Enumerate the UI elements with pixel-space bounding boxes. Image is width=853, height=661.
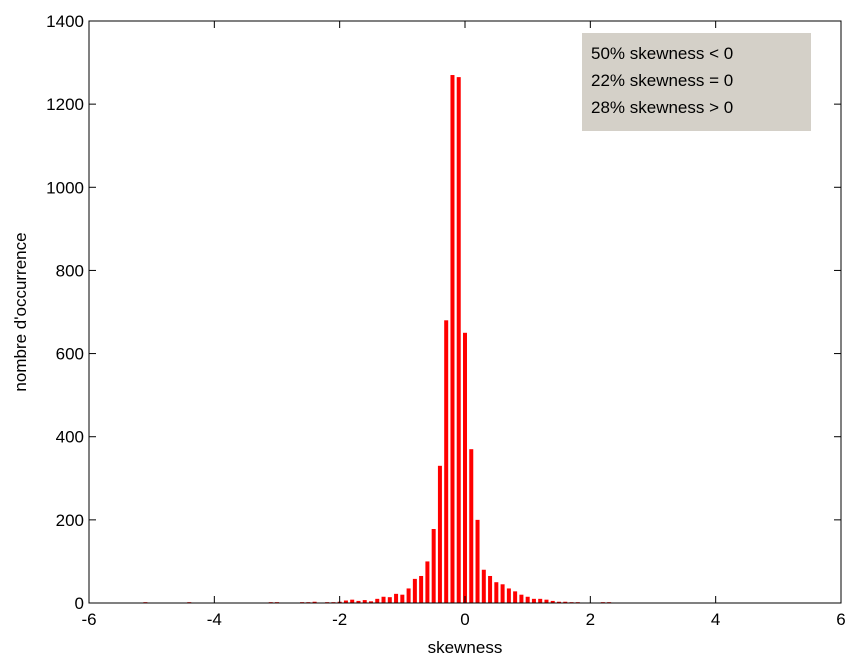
histogram-bar bbox=[557, 601, 561, 603]
x-tick-label: 0 bbox=[460, 610, 469, 629]
annotation-box: 50% skewness < 0 22% skewness = 0 28% sk… bbox=[582, 33, 811, 131]
histogram-bar bbox=[550, 600, 555, 603]
histogram-bar bbox=[475, 519, 480, 603]
x-tick-label: 2 bbox=[586, 610, 595, 629]
histogram-bar bbox=[381, 596, 386, 603]
histogram-bar bbox=[375, 598, 380, 603]
histogram-bar bbox=[450, 75, 455, 604]
histogram-bar bbox=[500, 584, 505, 603]
histogram-bar bbox=[531, 598, 536, 603]
histogram-bar bbox=[312, 601, 317, 603]
histogram-bar bbox=[437, 465, 442, 603]
histogram-bar bbox=[538, 598, 543, 603]
y-axis: 0 200 400 600 800 1000 1200 1400 bbox=[46, 12, 841, 613]
histogram-bar bbox=[488, 575, 493, 603]
x-axis: -6 -4 -2 0 2 4 6 bbox=[81, 21, 846, 629]
histogram-bar bbox=[394, 593, 399, 603]
annotation-line-3: 28% skewness > 0 bbox=[591, 98, 733, 117]
histogram-bar bbox=[356, 600, 361, 603]
x-tick-label: -4 bbox=[207, 610, 222, 629]
histogram-bar bbox=[425, 561, 430, 603]
histogram-bar bbox=[463, 332, 467, 603]
x-axis-title: skewness bbox=[428, 638, 503, 657]
histogram-bar bbox=[544, 599, 549, 603]
y-tick-label: 0 bbox=[75, 594, 84, 613]
histogram-bar bbox=[412, 578, 417, 603]
histogram-bar bbox=[369, 601, 373, 603]
histogram-bar bbox=[431, 529, 436, 603]
histogram-bar bbox=[563, 601, 568, 603]
y-tick-label: 600 bbox=[56, 345, 84, 364]
annotation-background bbox=[582, 33, 811, 131]
y-axis-title: nombre d'occurrence bbox=[11, 232, 30, 391]
x-tick-label: 4 bbox=[711, 610, 720, 629]
y-tick-label: 400 bbox=[56, 428, 84, 447]
histogram-bar bbox=[525, 596, 530, 603]
histogram-bar bbox=[387, 597, 392, 603]
histogram-bar bbox=[362, 600, 367, 603]
histogram-bar bbox=[506, 588, 511, 603]
histogram-bar bbox=[519, 594, 524, 603]
y-tick-label: 800 bbox=[56, 261, 84, 280]
histogram-bar bbox=[406, 588, 411, 603]
x-tick-label: -2 bbox=[332, 610, 347, 629]
histogram-bar bbox=[419, 575, 424, 603]
y-tick-label: 1000 bbox=[46, 178, 84, 197]
annotation-line-2: 22% skewness = 0 bbox=[591, 71, 733, 90]
y-tick-label: 1200 bbox=[46, 95, 84, 114]
y-tick-label: 200 bbox=[56, 511, 84, 530]
x-tick-label: -6 bbox=[81, 610, 96, 629]
histogram-bar bbox=[456, 77, 461, 604]
histogram-bar bbox=[494, 582, 499, 603]
histogram-bar bbox=[469, 449, 474, 603]
histogram-bar bbox=[343, 600, 348, 603]
bars-group bbox=[143, 75, 706, 604]
histogram-bar bbox=[400, 594, 405, 603]
histogram-bar bbox=[444, 320, 449, 603]
histogram-bar bbox=[481, 569, 486, 603]
annotation-line-1: 50% skewness < 0 bbox=[591, 44, 733, 63]
x-tick-label: 6 bbox=[836, 610, 845, 629]
y-tick-label: 1400 bbox=[46, 12, 84, 31]
histogram-bar bbox=[350, 599, 355, 603]
histogram-bar bbox=[513, 591, 518, 603]
